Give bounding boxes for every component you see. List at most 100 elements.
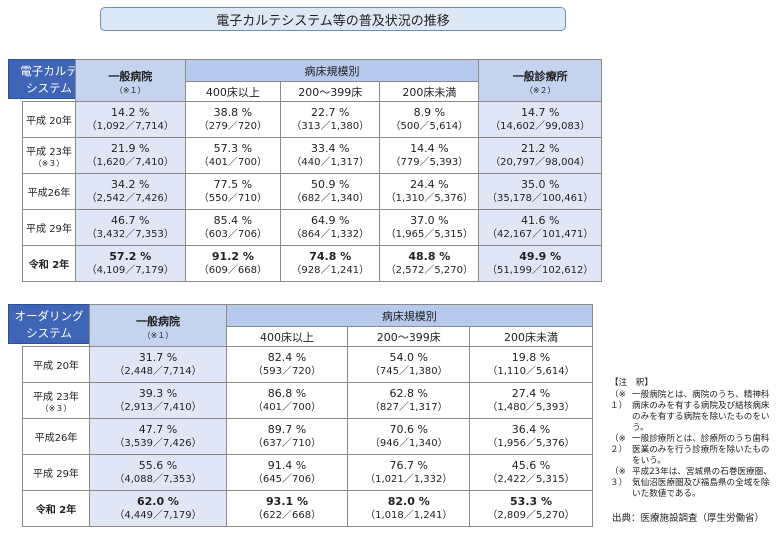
count-value: （4,449／7,179） [114, 509, 202, 521]
value-cell: 31.7 % （2,448／7,714） [88, 346, 227, 383]
count-value: （2,913／7,410） [114, 401, 202, 413]
count-value: （946／1,340） [369, 437, 448, 449]
row-year: 平成26年 [22, 418, 90, 455]
count-value: （20,797／98,004） [490, 156, 591, 168]
percent-value: 70.6 % [389, 422, 428, 436]
count-value: （609／668） [198, 264, 267, 276]
header-bed-scale: 病床規模別 [225, 304, 593, 327]
percent-value: 55.6 % [138, 458, 178, 472]
count-value: （1,620／7,410） [86, 156, 174, 168]
note-item: （※３） 平成23年は、宮城県の石巻医療圏、気仙沼医療圏及び福島県の全域を除いた… [610, 467, 772, 499]
table-row: 令和 2年 62.0 % （4,449／7,179） 93.1 % （622／668） 8… [22, 490, 603, 527]
count-value: （401／700） [252, 401, 322, 413]
value-cell: 38.8 % （279／720） [184, 101, 282, 138]
percent-value: 19.8 % [511, 350, 551, 364]
value-cell: 86.8 % （401／700） [225, 382, 349, 419]
count-value: （14,602／99,083） [490, 120, 591, 132]
percent-value: 34.2 % [111, 177, 150, 191]
value-cell: 91.2 % （609／668） [184, 245, 282, 282]
value-cell: 45.6 % （2,422／5,315） [469, 454, 593, 491]
percent-value: 14.4 % [410, 141, 449, 155]
percent-value: 35.0 % [520, 177, 560, 191]
value-cell: 24.4 % （1,310／5,376） [379, 173, 480, 210]
value-cell: 33.4 % （440／1,317） [280, 137, 381, 174]
percent-value: 82.4 % [267, 350, 307, 364]
count-value: （279／720） [198, 120, 267, 132]
percent-value: 76.7 % [389, 458, 428, 472]
table-row: 令和 2年 57.2 % （4,109／7,179） 91.2 % （609／668） 7… [22, 245, 602, 282]
header-bed-scale: 病床規模別 [184, 59, 480, 82]
value-cell: 85.4 % （603／706） [184, 209, 282, 246]
spacer [592, 419, 602, 455]
source-citation: 出典：医療施設調査（厚生労働省） [612, 513, 765, 524]
value-cell: 53.3 % （2,809／5,270） [469, 490, 593, 527]
count-value: （1,018／1,241） [365, 509, 453, 521]
value-cell: 14.7 % （14,602／99,083） [478, 101, 602, 138]
value-cell: 14.4 % （779／5,393） [379, 137, 480, 174]
row-year: 平成 20年 [22, 346, 90, 383]
value-cell: 76.7 % （1,021／1,332） [347, 454, 471, 491]
count-value: （745／1,380） [369, 365, 448, 377]
count-value: （637／710） [252, 437, 322, 449]
percent-value: 57.3 % [213, 141, 253, 155]
percent-value: 27.4 % [511, 386, 551, 400]
value-cell: 34.2 % （2,542／7,426） [74, 173, 186, 210]
header-200-399-beds: 200～399床 [280, 81, 381, 102]
percent-value: 14.7 % [520, 105, 560, 119]
percent-value: 82.0 % [387, 494, 430, 508]
spacer [592, 383, 602, 419]
ehr-rows: 平成 20年 14.2 % （1,092／7,714） 38.8 % （279／720）… [22, 101, 602, 282]
percent-value: 77.5 % [213, 177, 253, 191]
count-value: （779／5,393） [390, 156, 469, 168]
value-cell: 21.9 % （1,620／7,410） [74, 137, 186, 174]
value-cell: 47.7 % （3,539／7,426） [88, 418, 227, 455]
value-cell: 62.0 % （4,449／7,179） [88, 490, 227, 527]
percent-value: 24.4 % [410, 177, 449, 191]
value-cell: 48.8 % （2,572／5,270） [379, 245, 480, 282]
header-under-200-beds: 200床未満 [469, 326, 593, 347]
count-value: （1,480／5,393） [487, 401, 575, 413]
value-cell: 19.8 % （1,110／5,614） [469, 346, 593, 383]
note-item: （※２） 一般診療所とは、診療所のうち歯科医業のみを行う診療所を除いたものをいう… [610, 434, 770, 466]
percent-value: 91.4 % [267, 458, 307, 472]
percent-value: 47.7 % [138, 422, 178, 436]
value-cell: 62.8 % （827／1,317） [347, 382, 471, 419]
header-general-clinic: 一般診療所 （※２） [478, 59, 602, 102]
value-cell: 91.4 % （645／706） [225, 454, 349, 491]
count-value: （2,542／7,426） [86, 192, 174, 204]
count-value: （1,021／1,332） [365, 473, 453, 485]
value-cell: 70.6 % （946／1,340） [347, 418, 471, 455]
table-row: 平成 29年 55.6 % （4,088／7,353） 91.4 % （645／706）… [22, 454, 603, 491]
percent-value: 38.8 % [213, 105, 253, 119]
notes-heading: 【注 釈】 [610, 378, 653, 388]
row-year: 平成 23年 （※３） [22, 137, 76, 174]
percent-value: 21.9 % [111, 141, 150, 155]
table-row: 平成26年 34.2 % （2,542／7,426） 77.5 % （550／710） 5… [22, 173, 602, 210]
percent-value: 22.7 % [311, 105, 350, 119]
count-value: （401／700） [198, 156, 267, 168]
count-value: （622／668） [252, 509, 322, 521]
percent-value: 37.0 % [410, 213, 449, 227]
percent-value: 93.1 % [266, 494, 309, 508]
row-year: 平成 29年 [22, 209, 76, 246]
percent-value: 86.8 % [267, 386, 307, 400]
count-value: （4,088／7,353） [114, 473, 202, 485]
value-cell: 89.7 % （637／710） [225, 418, 349, 455]
value-cell: 41.6 % （42,167／101,471） [478, 209, 602, 246]
count-value: （42,167／101,471） [487, 228, 594, 240]
count-value: （645／706） [252, 473, 322, 485]
value-cell: 35.0 % （35,178／100,461） [478, 173, 602, 210]
percent-value: 54.0 % [389, 350, 428, 364]
header-general-hospital: 一般病院 （※１） [88, 304, 227, 347]
value-cell: 21.2 % （20,797／98,004） [478, 137, 602, 174]
spacer [592, 491, 602, 527]
percent-value: 57.2 % [109, 249, 152, 263]
table-row: 平成26年 47.7 % （3,539／7,426） 89.7 % （637／710） 7… [22, 418, 603, 455]
ehr-table: 一般病院 （※１） 病床規模別 一般診療所 （※２） 400床以上 200～39… [22, 59, 602, 282]
row-year: 令和 2年 [22, 490, 90, 527]
percent-value: 45.6 % [511, 458, 551, 472]
count-value: （1,965／5,315） [385, 228, 473, 240]
value-cell: 46.7 % （3,432／7,353） [74, 209, 186, 246]
percent-value: 33.4 % [311, 141, 350, 155]
percent-value: 49.9 % [519, 249, 562, 263]
